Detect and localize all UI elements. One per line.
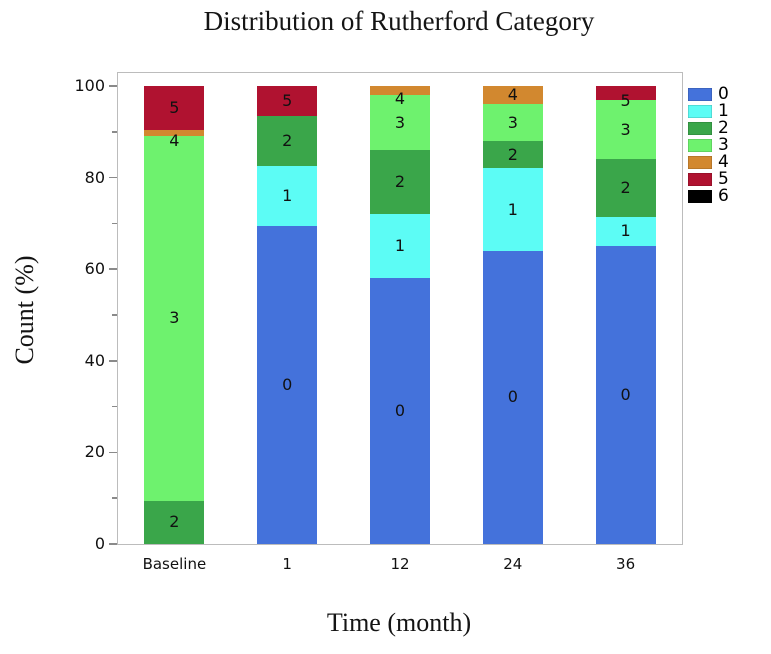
bar-segment: 4 xyxy=(144,129,205,150)
legend-swatch-icon xyxy=(688,189,712,203)
legend-swatch-icon xyxy=(688,104,712,118)
bar-segment: 0 xyxy=(257,225,318,544)
x-tick-label: 36 xyxy=(616,555,636,573)
bar-segment: 2 xyxy=(144,500,205,544)
segment-label: 5 xyxy=(169,97,180,117)
segment-label: 4 xyxy=(169,131,180,151)
segment-label: 5 xyxy=(282,90,293,110)
legend-label: 6 xyxy=(718,185,729,206)
y-tick-minor xyxy=(112,405,117,408)
legend-label: 4 xyxy=(718,151,729,172)
y-tick-minor xyxy=(112,314,117,316)
y-tick-label: 0 xyxy=(94,534,105,553)
y-tick-label: 60 xyxy=(84,259,105,279)
legend-swatch-icon xyxy=(688,172,712,186)
segment-label: 0 xyxy=(394,401,406,421)
y-tick-label: 80 xyxy=(84,167,105,187)
plot-area: 0 20 40 60 80 100 2 3 4 5 Baseline 0 1 2 5 1 0 1 2 3 4 12 0 1 2 3… xyxy=(74,72,683,573)
bar-segment: 2 xyxy=(257,115,318,167)
bar-segment: 5 xyxy=(595,86,656,109)
y-tick-major xyxy=(109,543,117,545)
bar-segment: 2 xyxy=(482,140,543,169)
segment-label: 5 xyxy=(620,90,631,110)
bar-segment: 3 xyxy=(482,104,543,141)
bar-segment: 1 xyxy=(595,216,656,247)
segment-label: 2 xyxy=(394,172,406,192)
bar-segment: 4 xyxy=(482,85,543,105)
bar-segment: 1 xyxy=(482,168,543,251)
segment-label: 0 xyxy=(282,374,293,394)
bar-segment: 0 xyxy=(595,246,656,544)
segment-label: 2 xyxy=(620,177,631,197)
y-tick-major xyxy=(109,360,117,362)
x-tick-label: Baseline xyxy=(142,555,207,573)
segment-label: 1 xyxy=(620,221,631,241)
bar-segment: 0 xyxy=(482,250,543,544)
y-tick-major xyxy=(109,268,117,270)
y-tick-major xyxy=(109,176,117,179)
segment-label: 1 xyxy=(282,185,293,205)
y-tick-major xyxy=(109,451,117,454)
x-tick-label: 24 xyxy=(503,555,523,573)
legend-item: 2 xyxy=(688,117,729,138)
legend-label: 2 xyxy=(718,117,729,138)
chart-title: Distribution of Rutherford Category xyxy=(203,6,595,36)
bar-segment: 2 xyxy=(370,150,430,215)
x-tick-label: 1 xyxy=(282,555,292,573)
legend-item: 1 xyxy=(688,100,729,121)
legend-swatch-icon xyxy=(688,87,712,101)
bar-segment: 3 xyxy=(144,136,205,501)
bar-segment: 0 xyxy=(370,278,430,544)
segment-label: 0 xyxy=(507,387,518,407)
legend-item: 5 xyxy=(688,168,729,189)
segment-label: 0 xyxy=(620,385,631,405)
y-tick-minor xyxy=(112,131,117,133)
legend-label: 5 xyxy=(718,168,729,189)
y-tick-label: 40 xyxy=(84,350,105,370)
segment-label: 3 xyxy=(169,308,180,328)
segment-label: 3 xyxy=(507,112,518,132)
legend-item: 6 xyxy=(688,185,729,206)
x-axis-title: Time (month) xyxy=(326,608,472,637)
segment-label: 3 xyxy=(620,119,631,139)
legend-label: 3 xyxy=(718,134,729,155)
y-tick-label: 100 xyxy=(74,76,105,95)
segment-label: 4 xyxy=(394,88,406,108)
legend-item: 0 xyxy=(688,83,729,104)
legend-item: 4 xyxy=(688,151,729,172)
y-tick-minor xyxy=(112,222,117,225)
segment-label: 2 xyxy=(507,144,518,164)
legend-label: 1 xyxy=(718,100,729,121)
y-axis-title: Count (%) xyxy=(10,255,39,365)
legend-swatch-icon xyxy=(688,138,712,152)
legend-swatch-icon xyxy=(688,121,712,135)
legend-label: 0 xyxy=(718,83,729,104)
bar-segment: 3 xyxy=(370,95,430,151)
segment-label: 2 xyxy=(282,130,293,150)
bar-segment: 1 xyxy=(257,166,318,226)
y-tick-minor xyxy=(112,497,117,499)
x-tick-label: 12 xyxy=(390,555,410,573)
segment-label: 1 xyxy=(507,199,518,219)
bar-segment: 5 xyxy=(144,86,205,130)
y-tick-major xyxy=(109,85,117,87)
bar-segment: 4 xyxy=(370,86,430,107)
legend-swatch-icon xyxy=(688,155,712,169)
segment-label: 1 xyxy=(394,236,406,256)
bar-segment: 3 xyxy=(595,99,656,160)
bar-segment: 1 xyxy=(370,214,430,279)
segment-label: 2 xyxy=(169,512,180,532)
bar-segment: 5 xyxy=(257,86,318,116)
legend-item: 3 xyxy=(688,134,729,155)
bar-segment: 2 xyxy=(595,159,656,217)
segment-label: 3 xyxy=(394,112,406,132)
y-tick-label: 20 xyxy=(84,442,105,462)
segment-label: 4 xyxy=(507,85,518,105)
